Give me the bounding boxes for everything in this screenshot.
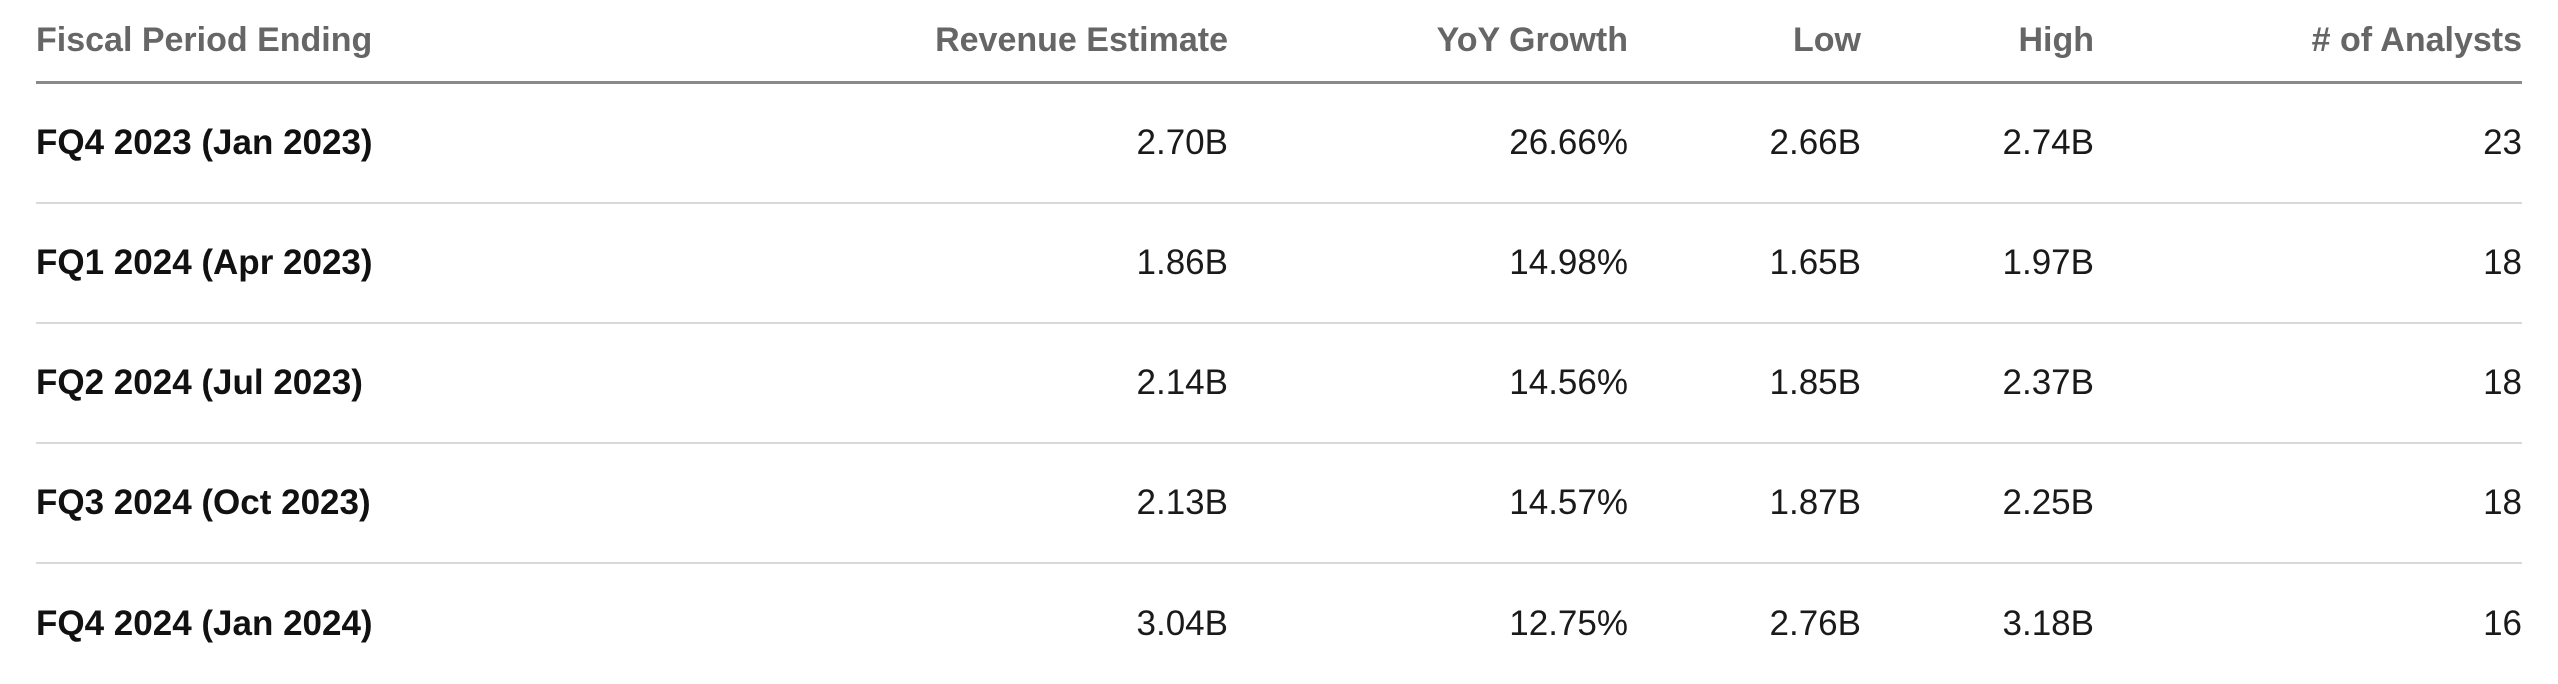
cell-low: 1.85B xyxy=(1769,363,1861,402)
header-fiscal-period[interactable]: Fiscal Period Ending xyxy=(36,21,373,59)
header-revenue-estimate[interactable]: Revenue Estimate xyxy=(935,21,1228,59)
cell-low: 2.66B xyxy=(1769,123,1861,162)
cell-high: 3.18B xyxy=(2002,604,2094,643)
cell-revenue-estimate: 2.13B xyxy=(1136,483,1228,522)
cell-revenue-estimate: 3.04B xyxy=(1136,604,1228,643)
cell-num-analysts: 16 xyxy=(2483,604,2522,643)
cell-high: 2.37B xyxy=(2002,363,2094,402)
header-low[interactable]: Low xyxy=(1793,21,1861,59)
cell-yoy-growth: 14.98% xyxy=(1509,243,1628,282)
cell-revenue-estimate: 2.14B xyxy=(1136,363,1228,402)
cell-high: 2.25B xyxy=(2002,483,2094,522)
cell-yoy-growth: 12.75% xyxy=(1509,604,1628,643)
header-high[interactable]: High xyxy=(2018,21,2094,59)
cell-num-analysts: 23 xyxy=(2483,123,2522,162)
cell-low: 1.65B xyxy=(1769,243,1861,282)
cell-low: 2.76B xyxy=(1769,604,1861,643)
table-header-row: Fiscal Period Ending Revenue Estimate Yo… xyxy=(36,0,2522,84)
cell-revenue-estimate: 2.70B xyxy=(1136,123,1228,162)
table-row: FQ1 2024 (Apr 2023) 1.86B 14.98% 1.65B 1… xyxy=(36,204,2522,324)
cell-fiscal-period: FQ1 2024 (Apr 2023) xyxy=(36,243,373,282)
table-row: FQ2 2024 (Jul 2023) 2.14B 14.56% 1.85B 2… xyxy=(36,324,2522,444)
cell-yoy-growth: 26.66% xyxy=(1509,123,1628,162)
cell-fiscal-period: FQ3 2024 (Oct 2023) xyxy=(36,483,371,522)
table-row: FQ4 2023 (Jan 2023) 2.70B 26.66% 2.66B 2… xyxy=(36,84,2522,204)
cell-fiscal-period: FQ4 2023 (Jan 2023) xyxy=(36,123,373,162)
cell-yoy-growth: 14.56% xyxy=(1509,363,1628,402)
table-row: FQ4 2024 (Jan 2024) 3.04B 12.75% 2.76B 3… xyxy=(36,564,2522,684)
header-yoy-growth[interactable]: YoY Growth xyxy=(1436,21,1628,59)
cell-fiscal-period: FQ2 2024 (Jul 2023) xyxy=(36,363,363,402)
cell-revenue-estimate: 1.86B xyxy=(1136,243,1228,282)
table-row: FQ3 2024 (Oct 2023) 2.13B 14.57% 1.87B 2… xyxy=(36,444,2522,564)
cell-high: 1.97B xyxy=(2002,243,2094,282)
cell-fiscal-period: FQ4 2024 (Jan 2024) xyxy=(36,604,373,643)
cell-low: 1.87B xyxy=(1769,483,1861,522)
cell-num-analysts: 18 xyxy=(2483,483,2522,522)
cell-high: 2.74B xyxy=(2002,123,2094,162)
cell-yoy-growth: 14.57% xyxy=(1509,483,1628,522)
cell-num-analysts: 18 xyxy=(2483,243,2522,282)
cell-num-analysts: 18 xyxy=(2483,363,2522,402)
header-num-analysts[interactable]: # of Analysts xyxy=(2311,21,2522,59)
